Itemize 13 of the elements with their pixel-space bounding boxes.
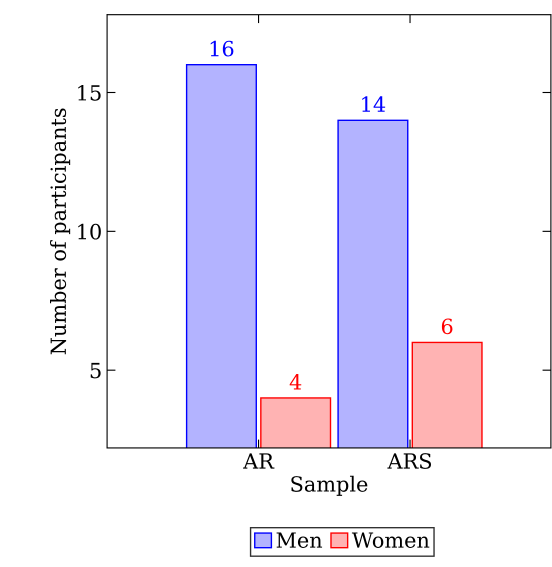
data-label: 6 — [442, 318, 452, 334]
y-tick-label: 15 — [78, 84, 101, 101]
x-tick-label: ARS — [387, 453, 432, 469]
legend-label: Men — [276, 532, 322, 548]
y-axis-title: Number of participants — [50, 108, 70, 354]
legend-label: Women — [352, 532, 430, 548]
x-axis-title: Sample — [291, 476, 368, 496]
x-tick-label: AR — [243, 453, 274, 469]
data-label: 14 — [362, 96, 386, 112]
data-label: 16 — [210, 40, 234, 57]
y-tick-label: 5 — [90, 362, 101, 378]
y-tick-label: 10 — [78, 224, 101, 240]
data-label: 4 — [290, 374, 302, 390]
